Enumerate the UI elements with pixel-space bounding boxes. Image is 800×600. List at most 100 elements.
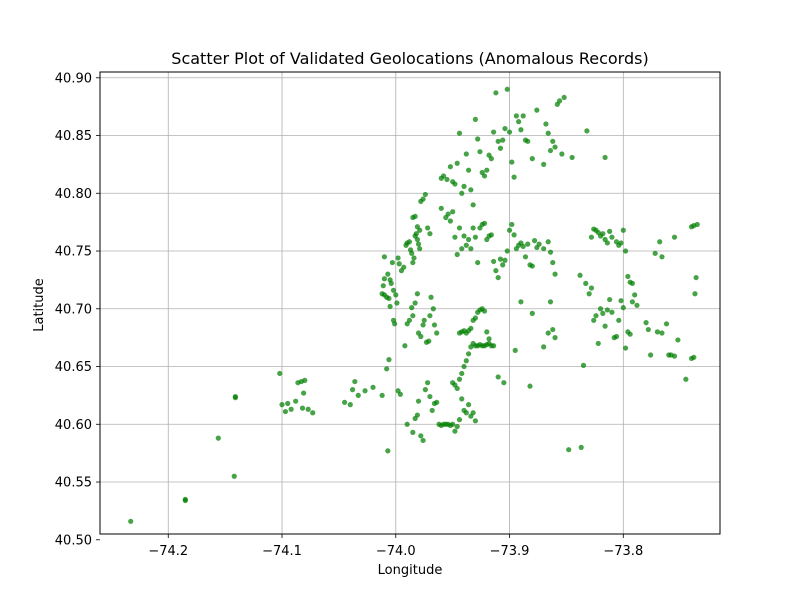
scatter-point — [387, 303, 393, 310]
scatter-point — [465, 351, 472, 357]
scatter-point — [381, 254, 387, 260]
scatter-point — [545, 130, 551, 136]
scatter-point — [620, 227, 626, 233]
scatter-point — [182, 496, 188, 502]
scatter-point — [456, 130, 463, 136]
scatter-point — [566, 447, 572, 453]
x-tick-label: −74.0 — [376, 544, 416, 559]
scatter-point — [550, 138, 556, 144]
scatter-point — [552, 144, 558, 150]
scatter-point — [588, 285, 595, 291]
scatter-point — [529, 310, 535, 316]
scatter-point — [525, 241, 531, 247]
scatter-point — [493, 268, 499, 274]
y-tick-label: 40.65 — [55, 360, 92, 375]
scatter-point — [285, 400, 291, 407]
scatter-point — [347, 402, 353, 408]
scatter-point — [616, 317, 622, 323]
scatter-point — [591, 317, 597, 323]
scatter-point — [381, 276, 387, 282]
scatter-point — [506, 129, 513, 135]
scatter-point — [472, 315, 479, 321]
scatter-point — [472, 418, 479, 424]
scatter-point — [434, 330, 440, 336]
scatter-point — [675, 337, 681, 343]
x-axis-ticks: −74.2 −74.1 −74.0 −73.9 −73.8 — [148, 534, 643, 559]
scatter-point — [543, 121, 549, 127]
scatter-point — [477, 149, 483, 155]
scatter-point — [586, 291, 592, 297]
scatter-point — [388, 280, 394, 286]
scatter-point — [491, 129, 497, 135]
scatter-point — [629, 280, 636, 286]
scatter-point — [434, 399, 440, 405]
scatter-point — [412, 300, 418, 306]
scatter-point — [352, 378, 358, 385]
scatter-point — [370, 384, 376, 390]
scatter-point — [465, 167, 472, 173]
y-tick-label: 40.85 — [55, 129, 92, 144]
scatter-point — [459, 190, 465, 196]
scatter-point — [231, 473, 237, 479]
scatter-point — [518, 299, 524, 305]
scatter-point — [609, 309, 615, 315]
scatter-point — [293, 398, 299, 404]
scatter-point — [456, 225, 463, 231]
scatter-point — [654, 329, 661, 335]
scatter-point — [634, 302, 640, 308]
scatter-point — [501, 380, 507, 386]
scatter-point — [128, 518, 134, 524]
scatter-point — [422, 191, 428, 198]
scatter-point — [604, 240, 610, 246]
scatter-point — [232, 395, 238, 401]
scatter-point — [447, 218, 453, 224]
scatter-point — [461, 233, 467, 239]
scatter-point — [484, 329, 490, 335]
y-tick-label: 40.70 — [55, 302, 92, 317]
y-tick-label: 40.50 — [55, 533, 92, 548]
scatter-point — [465, 402, 472, 408]
scatter-point — [426, 338, 432, 344]
scatter-point — [504, 248, 510, 254]
scatter-point — [415, 241, 422, 247]
scatter-point — [450, 421, 456, 427]
scatter-point — [531, 238, 538, 244]
scatter-point — [379, 392, 385, 398]
scatter-point — [406, 239, 413, 245]
scatter-point — [511, 232, 517, 238]
scatter-point — [421, 317, 427, 323]
scatter-point — [643, 320, 649, 326]
scatter-point — [397, 391, 403, 397]
scatter-point — [541, 344, 547, 350]
scatter-point — [402, 343, 408, 349]
scatter-point — [470, 410, 476, 416]
scatter-point — [456, 417, 463, 423]
scatter-point — [393, 292, 399, 298]
scatter-point — [632, 292, 638, 298]
scatter-point — [429, 407, 435, 414]
scatter-point — [420, 322, 426, 328]
scatter-point — [497, 256, 504, 262]
scatter-point — [454, 251, 460, 258]
scatter-point — [305, 406, 311, 412]
scatter-point — [410, 429, 416, 435]
scatter-point — [488, 232, 494, 238]
y-tick-label: 40.55 — [55, 476, 92, 491]
scatter-point — [394, 300, 400, 306]
scatter-point — [495, 138, 501, 144]
scatter-point — [463, 151, 469, 157]
scatter-point — [392, 321, 398, 327]
scatter-point — [692, 291, 698, 297]
scatter-point — [389, 259, 395, 266]
scatter-point — [420, 196, 426, 202]
scatter-point — [583, 280, 589, 286]
scatter-point — [512, 347, 518, 353]
scatter-point — [459, 246, 465, 252]
scatter-point — [578, 444, 584, 450]
scatter-point — [463, 410, 469, 416]
scatter-point — [299, 405, 306, 411]
scatter-point — [409, 305, 415, 311]
scatter-point — [597, 306, 604, 312]
scatter-point — [468, 325, 474, 332]
y-axis-label: Latitude — [32, 278, 47, 332]
